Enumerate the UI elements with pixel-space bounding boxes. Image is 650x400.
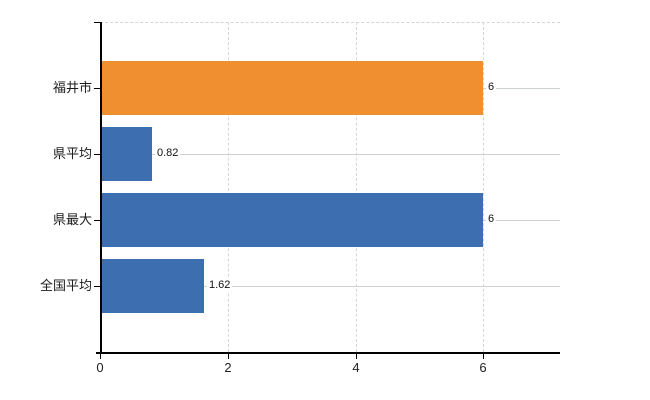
category-label: 県最大 — [52, 212, 92, 227]
x-tick-label: 4 — [352, 360, 360, 375]
x-tick-label: 0 — [96, 360, 104, 375]
plot-top-border — [100, 22, 560, 23]
category-gridline — [100, 154, 560, 155]
x-axis — [96, 352, 560, 354]
category-label: 全国平均 — [39, 278, 92, 293]
x-tick — [228, 354, 229, 359]
x-tick — [100, 354, 101, 359]
bar-2 — [101, 193, 483, 247]
x-gridline — [483, 22, 484, 352]
category-label: 福井市 — [52, 80, 92, 95]
x-tick — [483, 354, 484, 359]
bar-1 — [101, 127, 152, 181]
y-tick — [94, 286, 100, 287]
category-gridline — [100, 286, 560, 287]
y-axis — [100, 22, 102, 352]
bar-0 — [101, 61, 483, 115]
y-tick — [94, 154, 100, 155]
x-gridline — [228, 22, 229, 352]
x-tick — [356, 354, 357, 359]
x-gridline — [356, 22, 357, 352]
bar-3 — [101, 259, 204, 313]
category-label: 県平均 — [52, 146, 92, 161]
x-tick-label: 2 — [224, 360, 232, 375]
x-tick-label: 6 — [479, 360, 487, 375]
y-axis-top-tick — [94, 22, 100, 23]
y-tick — [94, 88, 100, 89]
value-label: 1.62 — [207, 279, 233, 292]
value-label: 0.82 — [155, 147, 181, 160]
y-tick — [94, 220, 100, 221]
value-label: 6 — [486, 81, 497, 94]
value-label: 6 — [486, 213, 497, 226]
